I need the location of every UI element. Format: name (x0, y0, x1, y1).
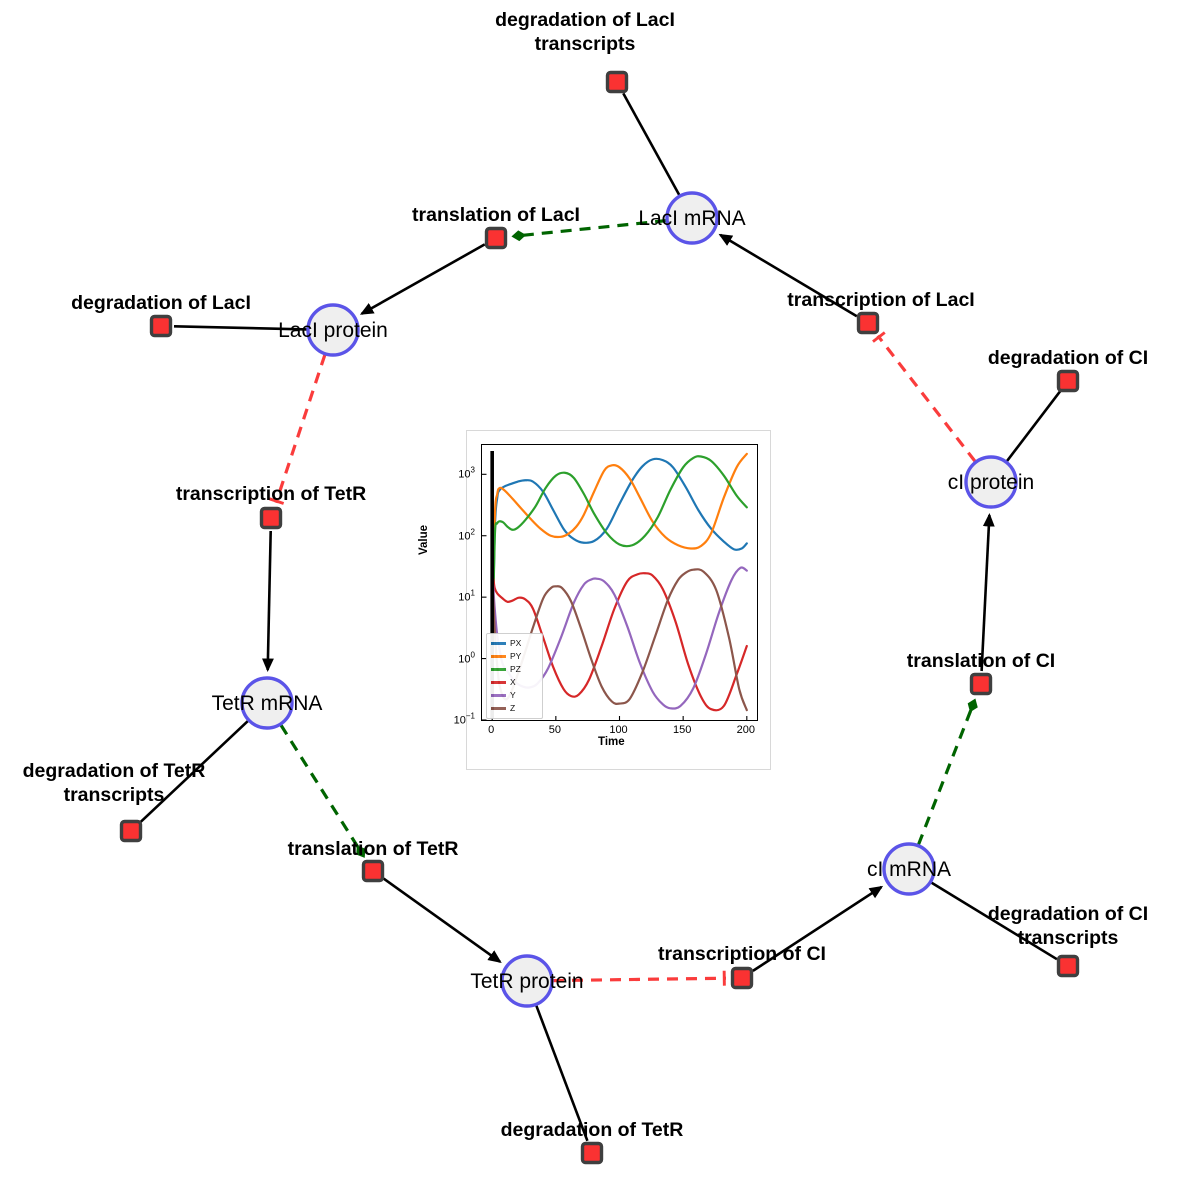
x-tick-label: 0 (488, 724, 495, 736)
x-axis-label: Time (598, 736, 625, 748)
x-tick-label: 150 (672, 724, 692, 736)
species-label-ci_prot: cI protein (948, 471, 1034, 494)
reaction-label-transl_ci: translation of CI (907, 650, 1055, 672)
legend-color-swatch (491, 707, 506, 710)
series-line-PY (491, 452, 748, 660)
legend-item: Y (491, 689, 538, 702)
reaction-node-deg_ci_tx[interactable] (1056, 954, 1080, 978)
edge-consumption (622, 92, 681, 196)
species-node-tetr_prot[interactable] (500, 954, 554, 1008)
legend-label: PX (510, 638, 522, 649)
legend-label: Z (510, 703, 516, 714)
edge-production (382, 877, 502, 963)
reaction-label-deg_laci_tx: transcripts (535, 33, 636, 55)
legend-item: PZ (491, 663, 538, 676)
series-line-PX (491, 457, 748, 660)
edge-consumption (534, 1004, 589, 1142)
species-node-ci_prot[interactable] (964, 455, 1018, 509)
reaction-label-tx_laci: transcription of LacI (787, 289, 974, 311)
reaction-label-transl_laci: translation of LacI (412, 204, 580, 226)
reaction-label-transl_tetr: translation of TetR (288, 838, 459, 860)
y-axis-label: Value (418, 524, 430, 555)
reaction-label-deg_tetr: degradation of TetR (501, 1119, 684, 1141)
species-label-laci_mrna: LacI mRNA (638, 207, 745, 230)
y-tick-label: 100 (458, 650, 475, 665)
x-tick-label: 100 (609, 724, 628, 736)
edge-catalysis (279, 724, 366, 858)
edge-consumption (1005, 390, 1062, 463)
species-node-tetr_mrna[interactable] (240, 676, 294, 730)
edge-consumption (930, 881, 1058, 961)
edge-inhibition (268, 354, 327, 505)
y-tick-label: 10−1 (453, 711, 475, 727)
edge-production (752, 885, 884, 972)
reaction-label-deg_ci_tx: transcripts (1018, 927, 1119, 949)
reaction-label-deg_laci_tx: degradation of LacI (495, 9, 675, 31)
reaction-node-transl_laci[interactable] (484, 226, 508, 250)
legend-item: Z (491, 702, 538, 715)
legend-label: Y (510, 690, 516, 701)
species-node-laci_prot[interactable] (306, 303, 360, 357)
reaction-node-deg_ci[interactable] (1056, 369, 1080, 393)
edge-layer (139, 92, 1062, 1142)
edge-catalysis (916, 698, 978, 846)
label-layer: degradation of LacItranscriptstranslatio… (23, 9, 1149, 1141)
reaction-node-deg_laci_tx[interactable] (605, 70, 629, 94)
y-tick-label: 103 (458, 465, 475, 481)
reaction-label-deg_ci_tx: degradation of CI (988, 903, 1148, 925)
species-node-ci_mrna[interactable] (882, 842, 936, 896)
edge-catalysis (511, 219, 667, 242)
edge-production (718, 233, 858, 318)
edge-production (980, 512, 995, 672)
plot-legend: PX PY PZ X Y Z (486, 633, 543, 719)
species-label-ci_mrna: cI mRNA (867, 858, 951, 881)
legend-item: PX (491, 637, 538, 650)
reaction-label-deg_tetr_tx: degradation of TetR (23, 760, 206, 782)
reaction-node-deg_tetr_tx[interactable] (119, 819, 143, 843)
series-line-PZ (491, 455, 748, 660)
legend-color-swatch (491, 694, 506, 697)
reaction-node-tx_ci[interactable] (730, 966, 754, 990)
reaction-node-tx_tetr[interactable] (259, 506, 283, 530)
species-node-laci_mrna[interactable] (665, 191, 719, 245)
x-tick-label: 200 (736, 724, 755, 736)
y-tick-label: 102 (458, 527, 475, 543)
species-label-laci_prot: LacI protein (278, 319, 388, 342)
reaction-label-deg_ci: degradation of CI (988, 347, 1148, 369)
reaction-label-deg_tetr_tx: transcripts (64, 784, 165, 806)
legend-label: PZ (510, 664, 521, 675)
y-tick-label: 101 (458, 588, 475, 604)
series-line-X (491, 572, 748, 712)
species-label-tetr_prot: TetR protein (470, 970, 583, 993)
reaction-label-deg_laci: degradation of LacI (71, 292, 251, 314)
reaction-label-tx_tetr: transcription of TetR (176, 483, 366, 505)
node-layer (119, 70, 1080, 1165)
plot-curves (482, 451, 748, 720)
reaction-node-tx_laci[interactable] (856, 311, 880, 335)
edge-production (359, 243, 486, 315)
reaction-label-tx_ci: transcription of CI (658, 943, 826, 965)
legend-label: PY (510, 651, 522, 662)
legend-color-swatch (491, 681, 506, 684)
x-tick-label: 50 (548, 724, 561, 736)
legend-color-swatch (491, 655, 506, 658)
legend-item: PY (491, 650, 538, 663)
legend-item: X (491, 676, 538, 689)
reaction-node-deg_laci[interactable] (149, 314, 173, 338)
edge-consumption (139, 719, 249, 824)
edge-production (262, 530, 274, 673)
reaction-node-deg_tetr[interactable] (580, 1141, 604, 1165)
legend-color-swatch (491, 642, 506, 645)
edge-consumption (173, 325, 308, 331)
legend-color-swatch (491, 668, 506, 671)
reaction-node-transl_tetr[interactable] (361, 859, 385, 883)
legend-label: X (510, 677, 516, 688)
edge-inhibition (552, 970, 727, 986)
edge-inhibition (872, 331, 977, 463)
reaction-node-transl_ci[interactable] (969, 672, 993, 696)
species-label-tetr_mrna: TetR mRNA (212, 692, 323, 715)
